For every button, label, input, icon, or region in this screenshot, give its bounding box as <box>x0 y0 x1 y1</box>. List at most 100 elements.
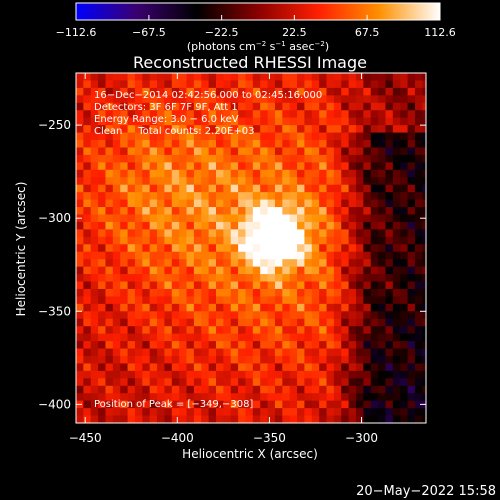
heatmap-cell <box>164 125 173 134</box>
heatmap-cell <box>400 132 409 141</box>
heatmap-cell <box>341 333 350 342</box>
heatmap-cell <box>304 117 313 126</box>
heatmap-cell <box>134 125 143 134</box>
heatmap-cell <box>400 214 409 223</box>
heatmap-cell <box>98 117 107 126</box>
heatmap-cell <box>193 110 202 119</box>
heatmap-cell <box>90 132 99 141</box>
heatmap-cell <box>356 73 364 82</box>
heatmap-cell <box>238 73 247 82</box>
heatmap-cell <box>385 415 394 423</box>
heatmap-cell <box>238 311 247 320</box>
heatmap-cell <box>223 288 232 298</box>
heatmap-cell <box>267 400 276 409</box>
heatmap-cell <box>216 303 224 312</box>
heatmap-cell <box>348 110 357 119</box>
heatmap-cell <box>179 125 188 134</box>
heatmap-cell <box>171 236 180 245</box>
heatmap-cell <box>304 80 313 89</box>
heatmap-cell <box>127 207 136 216</box>
heatmap-cell <box>216 363 224 372</box>
heatmap-cell <box>112 318 121 327</box>
heatmap-cell <box>193 199 202 208</box>
heatmap-cell <box>208 348 217 357</box>
heatmap-cell <box>134 221 143 230</box>
heatmap-cell <box>333 296 342 305</box>
heatmap-cell <box>252 221 261 230</box>
heatmap-cell <box>407 117 416 126</box>
heatmap-cell <box>193 363 202 372</box>
heatmap-cell <box>274 378 283 387</box>
heatmap-cell <box>422 259 426 268</box>
heatmap-cell <box>400 341 409 350</box>
heatmap-cell <box>252 281 261 290</box>
heatmap-cell <box>142 318 151 327</box>
heatmap-cell <box>326 318 335 327</box>
heatmap-cell <box>297 147 306 156</box>
heatmap-cell <box>297 326 306 335</box>
heatmap-cell <box>304 318 313 327</box>
heatmap-cell <box>186 207 195 216</box>
heatmap-cell <box>282 296 291 305</box>
heatmap-cell <box>311 236 320 245</box>
heatmap-cell <box>127 266 136 275</box>
heatmap-cell <box>120 147 129 156</box>
heatmap-cell <box>208 296 217 305</box>
heatmap-cell <box>370 311 379 320</box>
heatmap-cell <box>414 199 423 208</box>
heatmap-cell <box>356 214 364 223</box>
heatmap-cell <box>341 288 350 298</box>
heatmap-cell <box>98 378 107 387</box>
heatmap-cell <box>348 221 357 230</box>
heatmap-cell <box>326 80 335 89</box>
heatmap-cell <box>149 326 158 335</box>
heatmap-cell <box>289 140 298 149</box>
heatmap-cell <box>378 274 387 283</box>
heatmap-cell <box>414 348 423 357</box>
heatmap-cell <box>378 236 387 245</box>
heatmap-cell <box>120 296 129 305</box>
heatmap-cell <box>127 333 136 342</box>
heatmap-cell <box>171 102 180 111</box>
heatmap-cell <box>238 147 247 156</box>
heatmap-cell <box>422 154 426 163</box>
heatmap-cell <box>348 244 357 253</box>
heatmap-cell <box>297 140 306 149</box>
heatmap-cell <box>319 415 328 423</box>
heatmap-cell <box>319 110 328 119</box>
heatmap-cell <box>216 408 224 417</box>
heatmap-cell <box>171 378 180 387</box>
heatmap-cell <box>120 311 129 320</box>
heatmap-cell <box>134 229 143 238</box>
heatmap-cell <box>348 192 357 201</box>
heatmap-cell <box>76 80 84 89</box>
heatmap-cell <box>164 177 173 186</box>
heatmap-cell <box>392 214 401 223</box>
heatmap-cell <box>238 140 247 149</box>
heatmap-cell <box>252 288 261 298</box>
heatmap-cell <box>105 348 114 357</box>
heatmap-cell <box>297 87 306 96</box>
heatmap-cell <box>289 333 298 342</box>
heatmap-cell <box>252 303 261 312</box>
heatmap-cell <box>98 229 107 238</box>
heatmap-cell <box>363 281 372 290</box>
heatmap-cell <box>319 259 328 268</box>
heatmap-cell <box>297 378 306 387</box>
heatmap-cell <box>400 80 409 89</box>
heatmap-cell <box>289 318 298 327</box>
annotation-block: 16−Dec−2014 02:42:56.000 to 02:45:16.000… <box>94 90 322 137</box>
heatmap-cell <box>245 303 254 312</box>
heatmap-cell <box>304 259 313 268</box>
heatmap-cell <box>83 147 92 156</box>
heatmap-cell <box>112 154 121 163</box>
heatmap-cell <box>179 251 188 260</box>
heatmap-cell <box>274 385 283 394</box>
heatmap-cell <box>260 281 269 290</box>
heatmap-cell <box>378 147 387 156</box>
heatmap-cell <box>274 355 283 365</box>
heatmap-cell <box>83 207 92 216</box>
heatmap-cell <box>252 415 261 423</box>
heatmap-cell <box>267 408 276 417</box>
heatmap-cell <box>105 303 114 312</box>
